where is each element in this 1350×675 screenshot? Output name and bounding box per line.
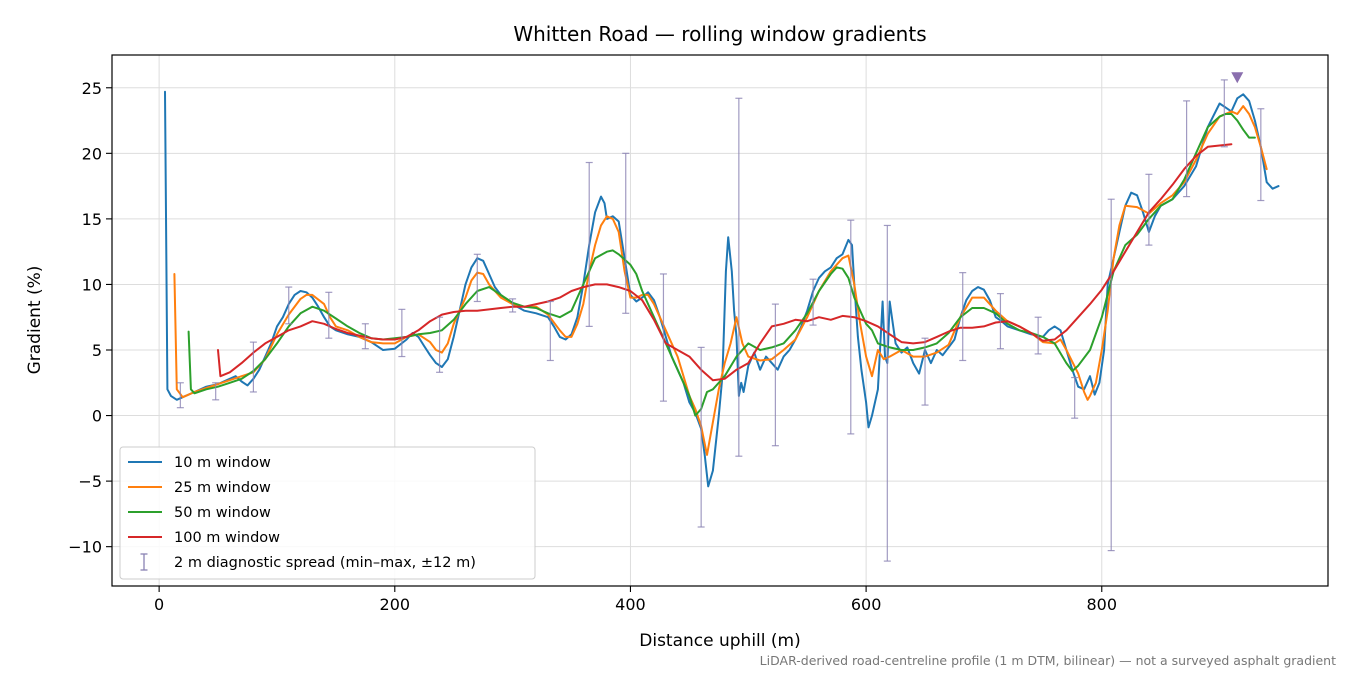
x-tick-label: 0 xyxy=(154,595,164,614)
errorbar xyxy=(473,253,481,303)
errorbar xyxy=(622,152,630,314)
errorbar xyxy=(546,300,554,362)
errorbar xyxy=(921,337,929,406)
legend-label: 50 m window xyxy=(174,505,271,521)
y-axis-label: Gradient (%) xyxy=(25,266,45,375)
legend-label: 10 m window xyxy=(174,455,271,471)
errorbar xyxy=(285,286,293,325)
y-tick-label: 20 xyxy=(82,144,102,163)
series-line-3 xyxy=(217,143,1233,382)
legend-entry: 10 m window xyxy=(128,455,271,471)
errorbar xyxy=(1183,100,1191,198)
errorbar xyxy=(697,346,705,528)
errorbar xyxy=(996,293,1004,350)
grid-lines xyxy=(112,55,1328,586)
errorbar xyxy=(1034,316,1042,355)
x-tick-label: 600 xyxy=(851,595,882,614)
y-tick-label: −5 xyxy=(78,472,102,491)
annotation-group xyxy=(1231,72,1244,84)
series-line-1 xyxy=(173,105,1268,456)
errorbar xyxy=(509,298,517,313)
legend-label: 100 m window xyxy=(174,530,280,546)
legend-label: 25 m window xyxy=(174,480,271,496)
y-tick-label: 0 xyxy=(92,407,102,426)
errorbar xyxy=(585,161,593,327)
errorbar xyxy=(1107,198,1115,552)
errorbar xyxy=(735,97,743,457)
plot-frame xyxy=(111,54,1329,587)
chart-title: Whitten Road — rolling window gradients xyxy=(513,22,926,46)
errorbar xyxy=(212,382,220,401)
legend: 10 m window 25 m window 50 m window 100 m w… xyxy=(119,446,536,580)
errorbar xyxy=(1220,79,1228,148)
errorbar xyxy=(1257,108,1265,202)
errorbar xyxy=(176,382,184,409)
legend-entry: 25 m window xyxy=(128,480,271,496)
errorbar xyxy=(325,291,333,339)
errorbar xyxy=(959,272,967,362)
legend-label: 2 m diagnostic spread (min–max, ±12 m) xyxy=(174,555,476,571)
y-tick-label: 10 xyxy=(82,275,102,294)
axis-ticks: 0 200 400 600 800 −10 −5 0 5 10 15 20 25 xyxy=(68,79,1117,614)
legend-entry: 50 m window xyxy=(128,505,271,521)
errorbar xyxy=(771,303,779,447)
series-group xyxy=(164,90,1280,488)
x-tick-label: 200 xyxy=(380,595,411,614)
errorbar xyxy=(249,341,257,393)
errorbar xyxy=(659,273,667,402)
errorbar xyxy=(809,278,817,326)
errorbar-group xyxy=(176,79,1265,562)
errorbar xyxy=(436,316,444,373)
y-tick-label: −10 xyxy=(68,538,102,557)
series-line-0 xyxy=(164,90,1280,488)
legend-entry: 100 m window xyxy=(128,530,280,546)
y-tick-label: 5 xyxy=(92,341,102,360)
x-tick-label: 400 xyxy=(615,595,646,614)
y-tick-label: 15 xyxy=(82,210,102,229)
caption-note: LiDAR-derived road-centreline profile (1… xyxy=(760,653,1336,668)
y-tick-label: 25 xyxy=(82,79,102,98)
errorbar xyxy=(847,219,855,435)
errorbar xyxy=(1071,376,1079,419)
x-axis-label: Distance uphill (m) xyxy=(639,631,800,651)
errorbar xyxy=(361,323,369,350)
x-tick-label: 800 xyxy=(1086,595,1117,614)
peak-marker xyxy=(1231,72,1244,84)
errorbar xyxy=(1145,173,1153,246)
errorbar xyxy=(883,224,891,562)
legend-entry: 2 m diagnostic spread (min–max, ±12 m) xyxy=(140,553,476,571)
legend-box xyxy=(119,446,536,580)
errorbar xyxy=(398,308,406,358)
